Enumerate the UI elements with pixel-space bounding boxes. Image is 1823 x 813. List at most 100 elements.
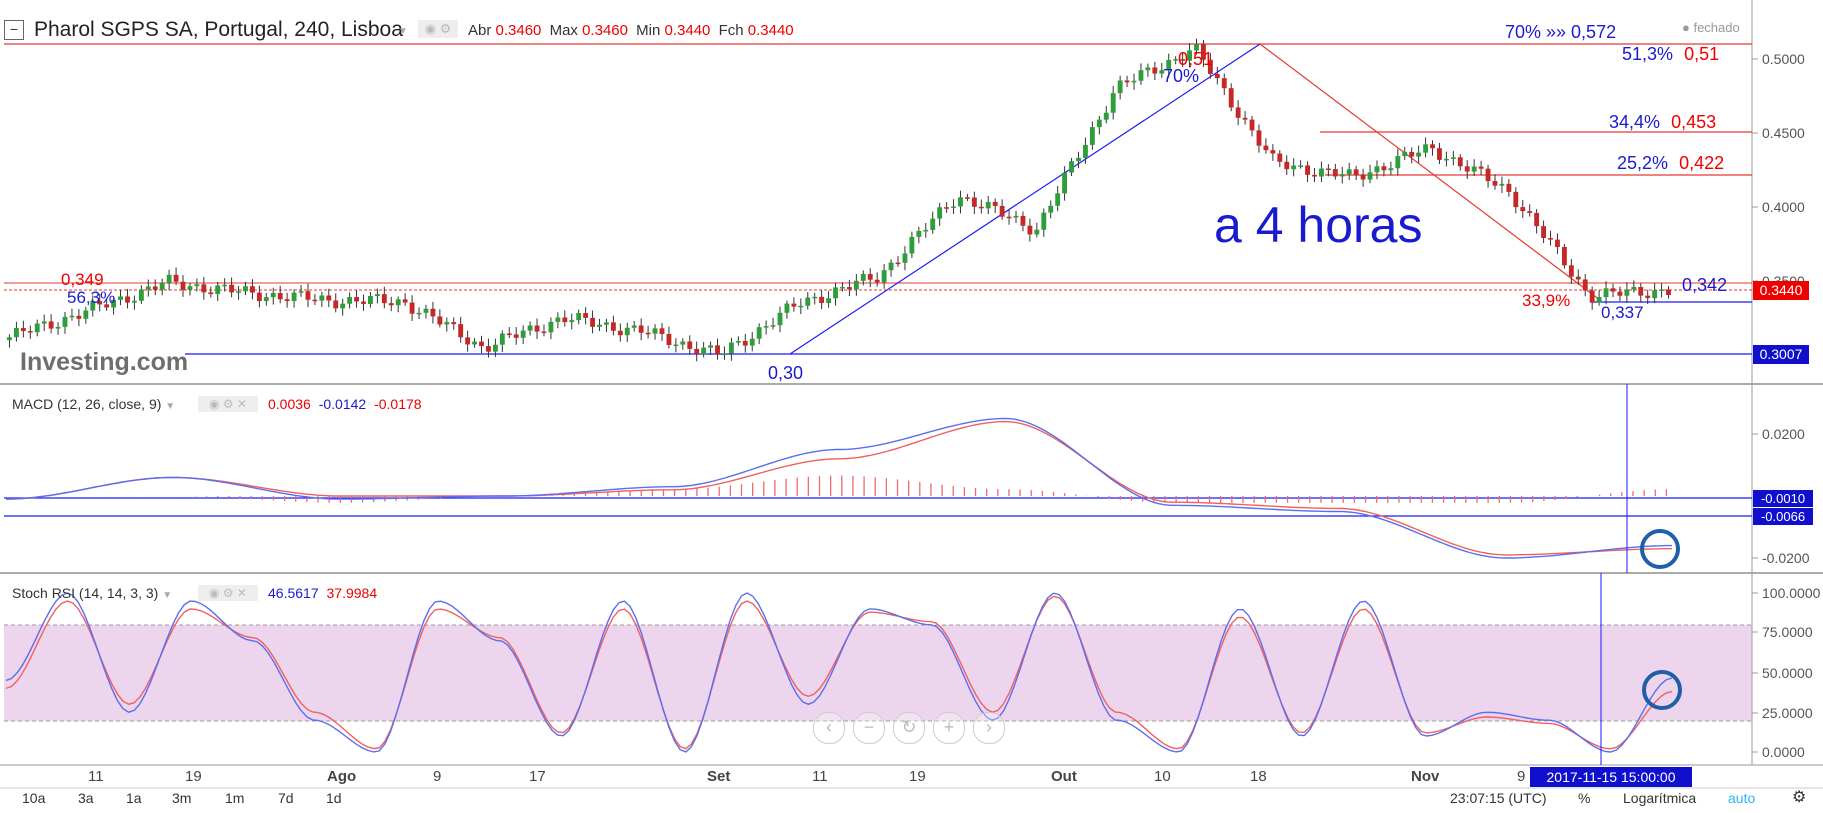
candle-body: [1471, 166, 1477, 172]
candle-body: [13, 328, 19, 338]
candle-body: [1228, 88, 1234, 108]
candle-body: [180, 281, 186, 290]
gear-icon[interactable]: ⚙: [1792, 789, 1807, 806]
candle-body: [1062, 172, 1068, 194]
candle-body: [735, 341, 741, 343]
candle-body: [48, 321, 54, 329]
candle-body: [527, 325, 533, 331]
percent-toggle[interactable]: %: [1578, 790, 1591, 806]
stoch-k-value: 46.5617: [268, 585, 319, 601]
candle-body: [964, 197, 970, 199]
candle-body: [1096, 119, 1102, 128]
range-3a-button[interactable]: 3a: [78, 790, 94, 806]
stoch-k-line: [5, 592, 1673, 753]
candle-body: [1332, 169, 1338, 177]
candle-body: [492, 344, 498, 352]
range-1m-button[interactable]: 1m: [225, 790, 245, 806]
candle-body: [1312, 174, 1317, 177]
candle-body: [305, 291, 311, 300]
candle-body: [534, 325, 540, 332]
candle-body: [513, 334, 519, 338]
stoch-tick: 100.0000: [1762, 585, 1821, 601]
candle-body: [215, 285, 221, 295]
candle-body: [437, 316, 443, 325]
candle-body: [277, 293, 283, 300]
range-10a-button[interactable]: 10a: [22, 790, 46, 806]
min-label: Min: [636, 22, 661, 39]
zoom-in-icon[interactable]: +: [933, 712, 965, 744]
scroll-right-icon[interactable]: ›: [973, 712, 1005, 744]
investing-logo: Investing.com: [20, 348, 189, 376]
stoch-band: [4, 625, 1752, 721]
candle-body: [97, 301, 103, 305]
candle-body: [1270, 150, 1276, 154]
x-axis-label: 18: [1250, 768, 1267, 785]
candle-body: [1055, 193, 1061, 206]
candle-body: [1513, 191, 1519, 208]
candle-body: [1103, 112, 1109, 120]
candle-body: [756, 327, 762, 339]
auto-scale-toggle[interactable]: auto: [1728, 790, 1756, 806]
settings-icon[interactable]: ◉ ⚙: [418, 20, 458, 38]
macd-signal-line: [5, 420, 1672, 556]
range-1a-button[interactable]: 1a: [126, 790, 142, 806]
candle-body: [541, 331, 547, 334]
candle-body: [1291, 165, 1297, 170]
candle-body: [1423, 144, 1429, 153]
candle-body: [20, 328, 26, 332]
chevron-down-icon[interactable]: ▼: [398, 26, 408, 37]
candle-body: [1520, 207, 1526, 212]
stoch-settings-icon[interactable]: ◉ ⚙ ✕: [198, 585, 258, 601]
candle-body: [368, 296, 373, 304]
scroll-left-icon[interactable]: ‹: [813, 712, 845, 744]
candle-body: [423, 308, 429, 313]
fib-25-val: 0,422: [1679, 153, 1725, 173]
range-3m-button[interactable]: 3m: [172, 790, 192, 806]
candle-body: [319, 295, 325, 301]
log-scale-toggle[interactable]: Logarítmica: [1623, 790, 1697, 806]
candle-body: [249, 286, 255, 293]
range-7d-button[interactable]: 7d: [278, 790, 294, 806]
candle-body: [138, 289, 144, 301]
candle-body: [701, 347, 707, 355]
collapse-icon[interactable]: −: [4, 20, 24, 40]
candle-body: [999, 205, 1005, 217]
candle-body: [1506, 183, 1512, 192]
low-value: 0,30: [768, 363, 804, 383]
candle-body: [874, 279, 880, 283]
candle-body: [1659, 289, 1665, 291]
candle-body: [1277, 153, 1283, 162]
candle-body: [1089, 127, 1095, 145]
support-price-label: 0.3007: [1753, 345, 1809, 364]
candle-body: [458, 324, 464, 338]
candle-body: [1152, 67, 1158, 74]
zoom-out-icon[interactable]: −: [853, 712, 885, 744]
reset-icon[interactable]: ↻: [893, 712, 925, 744]
candle-body: [819, 296, 825, 303]
candle-body: [152, 286, 158, 290]
candle-body: [569, 320, 575, 323]
candle-body: [1187, 50, 1192, 61]
timeframe-annotation: a 4 horas: [1214, 197, 1423, 253]
candle-body: [687, 341, 693, 349]
candle-body: [520, 330, 526, 338]
candle-body: [1325, 168, 1331, 171]
candle-body: [645, 332, 651, 335]
range-1d-button[interactable]: 1d: [326, 790, 342, 806]
candle-body: [41, 321, 47, 324]
candle-body: [395, 299, 401, 306]
candle-body: [111, 299, 117, 308]
candle-body: [958, 197, 963, 207]
macd-settings-icon[interactable]: ◉ ⚙ ✕: [198, 396, 258, 412]
x-axis-label: 9: [1517, 768, 1526, 785]
price-tick: 0.4500: [1762, 125, 1805, 141]
candle-body: [978, 206, 984, 209]
candle-body: [208, 292, 214, 295]
stoch-circle: [1642, 670, 1682, 710]
candle-body: [187, 286, 193, 290]
candle-body: [1041, 212, 1047, 230]
candle-body: [1117, 80, 1123, 94]
x-axis-label: 11: [88, 768, 104, 785]
macd-label: MACD (12, 26, close, 9) ▼: [12, 396, 176, 412]
